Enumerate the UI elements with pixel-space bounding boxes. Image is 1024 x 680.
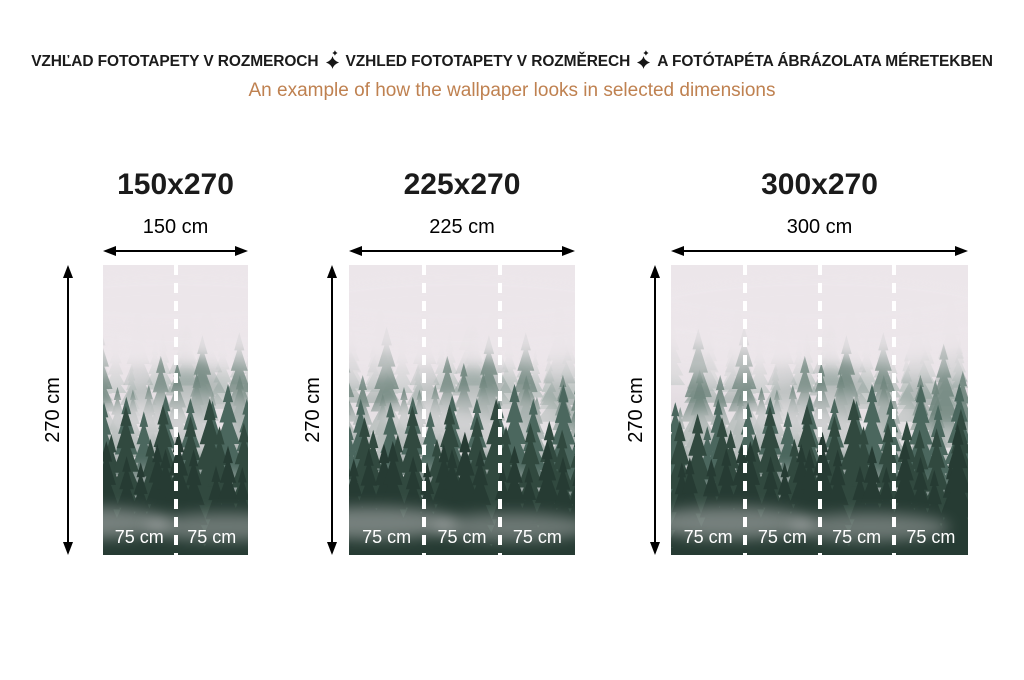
- title-segment-slovak: VZHĽAD FOTOTAPETY V ROZMEROCH: [31, 53, 319, 70]
- sparkle-icon: [325, 50, 339, 69]
- segment-width-label: 75 cm: [362, 527, 412, 547]
- arrowhead-up-icon: [649, 265, 660, 278]
- sparkle-icon: [637, 50, 651, 69]
- width-dimension-label: 150 cm: [142, 216, 209, 238]
- wallpaper-preview: 75 cm 75 cm: [103, 265, 248, 555]
- title-segment-czech: VZHLED FOTOTAPETY V ROZMĚRECH: [345, 53, 631, 70]
- title-segment-hungarian: A FOTÓTAPÉTA ÁBRÁZOLATA MÉRETEKBEN: [657, 53, 993, 70]
- arrowhead-right-icon: [955, 245, 968, 256]
- arrowhead-right-icon: [562, 245, 575, 256]
- panel-seam-divider: [497, 265, 502, 555]
- arrowhead-left-icon: [671, 245, 684, 256]
- height-dimension-label: 270 cm: [302, 377, 324, 443]
- arrowhead-down-icon: [326, 542, 337, 555]
- arrow-shaft: [653, 278, 656, 542]
- page-title: VZHĽAD FOTOTAPETY V ROZMEROCH VZHLED FOTO…: [0, 50, 1024, 71]
- panel-seam-divider: [817, 265, 822, 555]
- arrow-shaft: [362, 249, 562, 252]
- forest-wallpaper-image: [349, 265, 575, 555]
- segment-width-label: 75 cm: [187, 527, 237, 547]
- segment-width-label: 75 cm: [437, 527, 487, 547]
- width-arrow: [671, 244, 968, 257]
- arrow-shaft: [116, 249, 235, 252]
- panel-seam-divider: [422, 265, 427, 555]
- segment-width-label: 75 cm: [906, 527, 956, 547]
- panel-seam-divider: [173, 265, 178, 555]
- arrowhead-down-icon: [62, 542, 73, 555]
- segment-width-label: 75 cm: [683, 527, 733, 547]
- height-dimension-label: 270 cm: [42, 377, 64, 443]
- width-arrow: [103, 244, 248, 257]
- height-arrow: [61, 265, 74, 555]
- height-arrow: [325, 265, 338, 555]
- width-dimension-label: 300 cm: [786, 216, 853, 238]
- wallpaper-preview: 75 cm 75 cm 75 cm: [349, 265, 575, 555]
- segment-width-label: 75 cm: [114, 527, 164, 547]
- segment-width-label: 75 cm: [757, 527, 807, 547]
- arrow-shaft: [330, 278, 333, 542]
- width-arrow: [349, 244, 575, 257]
- panel-title: 150x270: [117, 168, 234, 201]
- segment-width-label: 75 cm: [832, 527, 882, 547]
- panel-seam-divider: [743, 265, 748, 555]
- arrowhead-right-icon: [235, 245, 248, 256]
- height-arrow: [648, 265, 661, 555]
- arrowhead-up-icon: [62, 265, 73, 278]
- arrowhead-left-icon: [103, 245, 116, 256]
- width-dimension-label: 225 cm: [429, 216, 495, 238]
- arrow-shaft: [684, 249, 955, 252]
- height-dimension-label: 270 cm: [625, 377, 647, 443]
- arrowhead-left-icon: [349, 245, 362, 256]
- segment-width-label: 75 cm: [512, 527, 562, 547]
- panel-title: 225x270: [403, 168, 521, 201]
- arrowhead-down-icon: [649, 542, 660, 555]
- arrowhead-up-icon: [326, 265, 337, 278]
- page-subtitle: An example of how the wallpaper looks in…: [248, 80, 776, 101]
- panel-seam-divider: [891, 265, 896, 555]
- header: VZHĽAD FOTOTAPETY V ROZMEROCH VZHLED FOTO…: [0, 50, 1024, 102]
- arrow-shaft: [66, 278, 69, 542]
- wallpaper-preview: 75 cm 75 cm 75 cm 75 cm: [671, 265, 968, 555]
- panel-title: 300x270: [761, 168, 878, 201]
